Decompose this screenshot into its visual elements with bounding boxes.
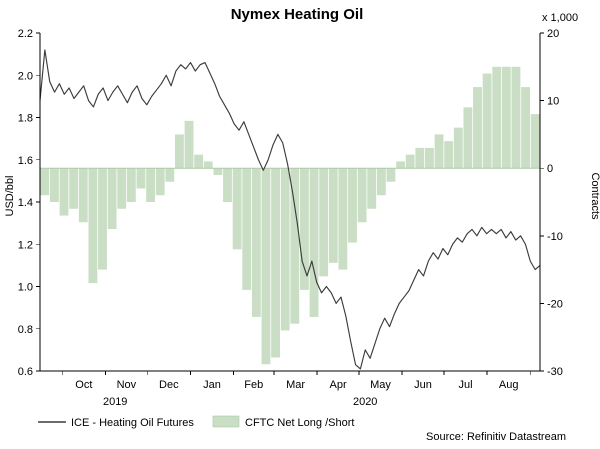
month-label: Oct: [75, 379, 92, 391]
cftc-bar: [521, 87, 530, 169]
cftc-bar: [40, 168, 50, 196]
left-tick-label: 0.8: [18, 324, 33, 336]
cftc-bar: [59, 168, 69, 216]
cftc-bar: [165, 168, 175, 182]
right-tick-label: -30: [547, 366, 563, 378]
cftc-bar: [376, 168, 386, 196]
cftc-bar: [290, 168, 300, 324]
cftc-bar: [88, 168, 98, 284]
price-line: [39, 49, 541, 370]
cftc-bar: [444, 141, 454, 169]
cftc-bar: [348, 168, 357, 243]
legend-area-label: CFTC Net Long /Short: [245, 417, 354, 429]
cftc-bar: [492, 66, 502, 169]
month-label: Feb: [244, 379, 263, 391]
month-label: May: [370, 379, 391, 391]
left-tick-label: 1.2: [18, 239, 33, 251]
year-label: 2020: [353, 396, 377, 408]
line-series-group: [39, 49, 541, 370]
right-tick-label: 10: [547, 96, 559, 108]
month-label: Apr: [329, 379, 346, 391]
left-tick-label: 1.4: [18, 197, 33, 209]
cftc-bar: [434, 134, 444, 169]
cftc-bar: [453, 127, 463, 169]
legend-line-label: ICE - Heating Oil Futures: [71, 417, 194, 429]
cftc-bar: [203, 161, 213, 169]
left-tick-label: 1.8: [18, 113, 33, 125]
year-label: 2019: [103, 396, 127, 408]
cftc-bar: [126, 168, 136, 202]
cftc-bar: [338, 168, 348, 270]
cftc-bar: [175, 134, 184, 169]
right-tick-label: 20: [547, 28, 559, 40]
cftc-bar: [146, 168, 155, 202]
cftc-bar: [194, 154, 204, 169]
cftc-bar: [232, 168, 242, 250]
right-axis-title: Contracts: [589, 172, 600, 220]
cftc-bar: [280, 168, 290, 331]
cftc-bar: [155, 168, 165, 196]
cftc-bar: [107, 168, 117, 230]
cftc-bar: [117, 168, 127, 209]
right-axis-unit: x 1,000: [542, 12, 578, 24]
cftc-bar: [405, 154, 415, 169]
cftc-bar: [242, 168, 252, 290]
month-label: Mar: [286, 379, 305, 391]
cftc-bar: [184, 120, 194, 169]
cftc-bar: [309, 168, 319, 317]
cftc-bar: [357, 168, 367, 223]
cftc-bar: [473, 87, 482, 169]
cftc-bar: [223, 168, 232, 202]
month-label: Aug: [499, 379, 519, 391]
cftc-bar: [300, 168, 309, 290]
chart-title: Nymex Heating Oil: [231, 6, 364, 23]
right-tick-label: -10: [547, 231, 563, 243]
source-text: Source: Refinitiv Datastream: [426, 431, 566, 443]
right-tick-label: 0: [547, 163, 553, 175]
axes-group: [36, 32, 544, 375]
month-label: Jan: [203, 379, 221, 391]
cftc-bar: [482, 73, 492, 169]
cftc-bar: [98, 168, 107, 270]
month-label: Dec: [159, 379, 179, 391]
cftc-bar: [78, 168, 88, 223]
cftc-bar: [511, 66, 521, 169]
left-tick-label: 2.2: [18, 28, 33, 40]
cftc-bar: [530, 114, 540, 169]
cftc-bar: [271, 168, 280, 358]
left-tick-label: 2.0: [18, 70, 33, 82]
month-label: Jun: [414, 379, 432, 391]
cftc-bar: [261, 168, 271, 365]
cftc-bar: [251, 168, 261, 317]
left-tick-label: 1.0: [18, 282, 33, 294]
month-label: Jul: [458, 379, 472, 391]
cftc-bar: [319, 168, 329, 277]
left-axis-title: USD/bbl: [4, 176, 16, 217]
tick-labels-group: 2.2 2.0 1.8 1.6 1.4 1.2 1.0 0.8 0.6 20 10 0 -10 -20 -3…: [18, 28, 563, 408]
cftc-bar: [136, 168, 146, 189]
cftc-bar: [396, 161, 405, 169]
legend-area-swatch: [212, 415, 240, 428]
cftc-bar: [425, 147, 434, 169]
cftc-bar: [367, 168, 377, 209]
cftc-bar: [328, 168, 338, 263]
month-label: Nov: [117, 379, 137, 391]
cftc-bar: [501, 66, 511, 169]
right-tick-label: -20: [547, 298, 563, 310]
cftc-bar: [50, 168, 59, 202]
cftc-bar: [69, 168, 79, 209]
left-tick-label: 1.6: [18, 155, 33, 167]
cftc-bar: [213, 168, 223, 175]
cftc-bar: [386, 168, 396, 182]
cftc-bar: [463, 107, 473, 169]
cftc-bar: [415, 147, 425, 169]
left-tick-label: 0.6: [18, 366, 33, 378]
bar-series-group: [40, 66, 540, 365]
